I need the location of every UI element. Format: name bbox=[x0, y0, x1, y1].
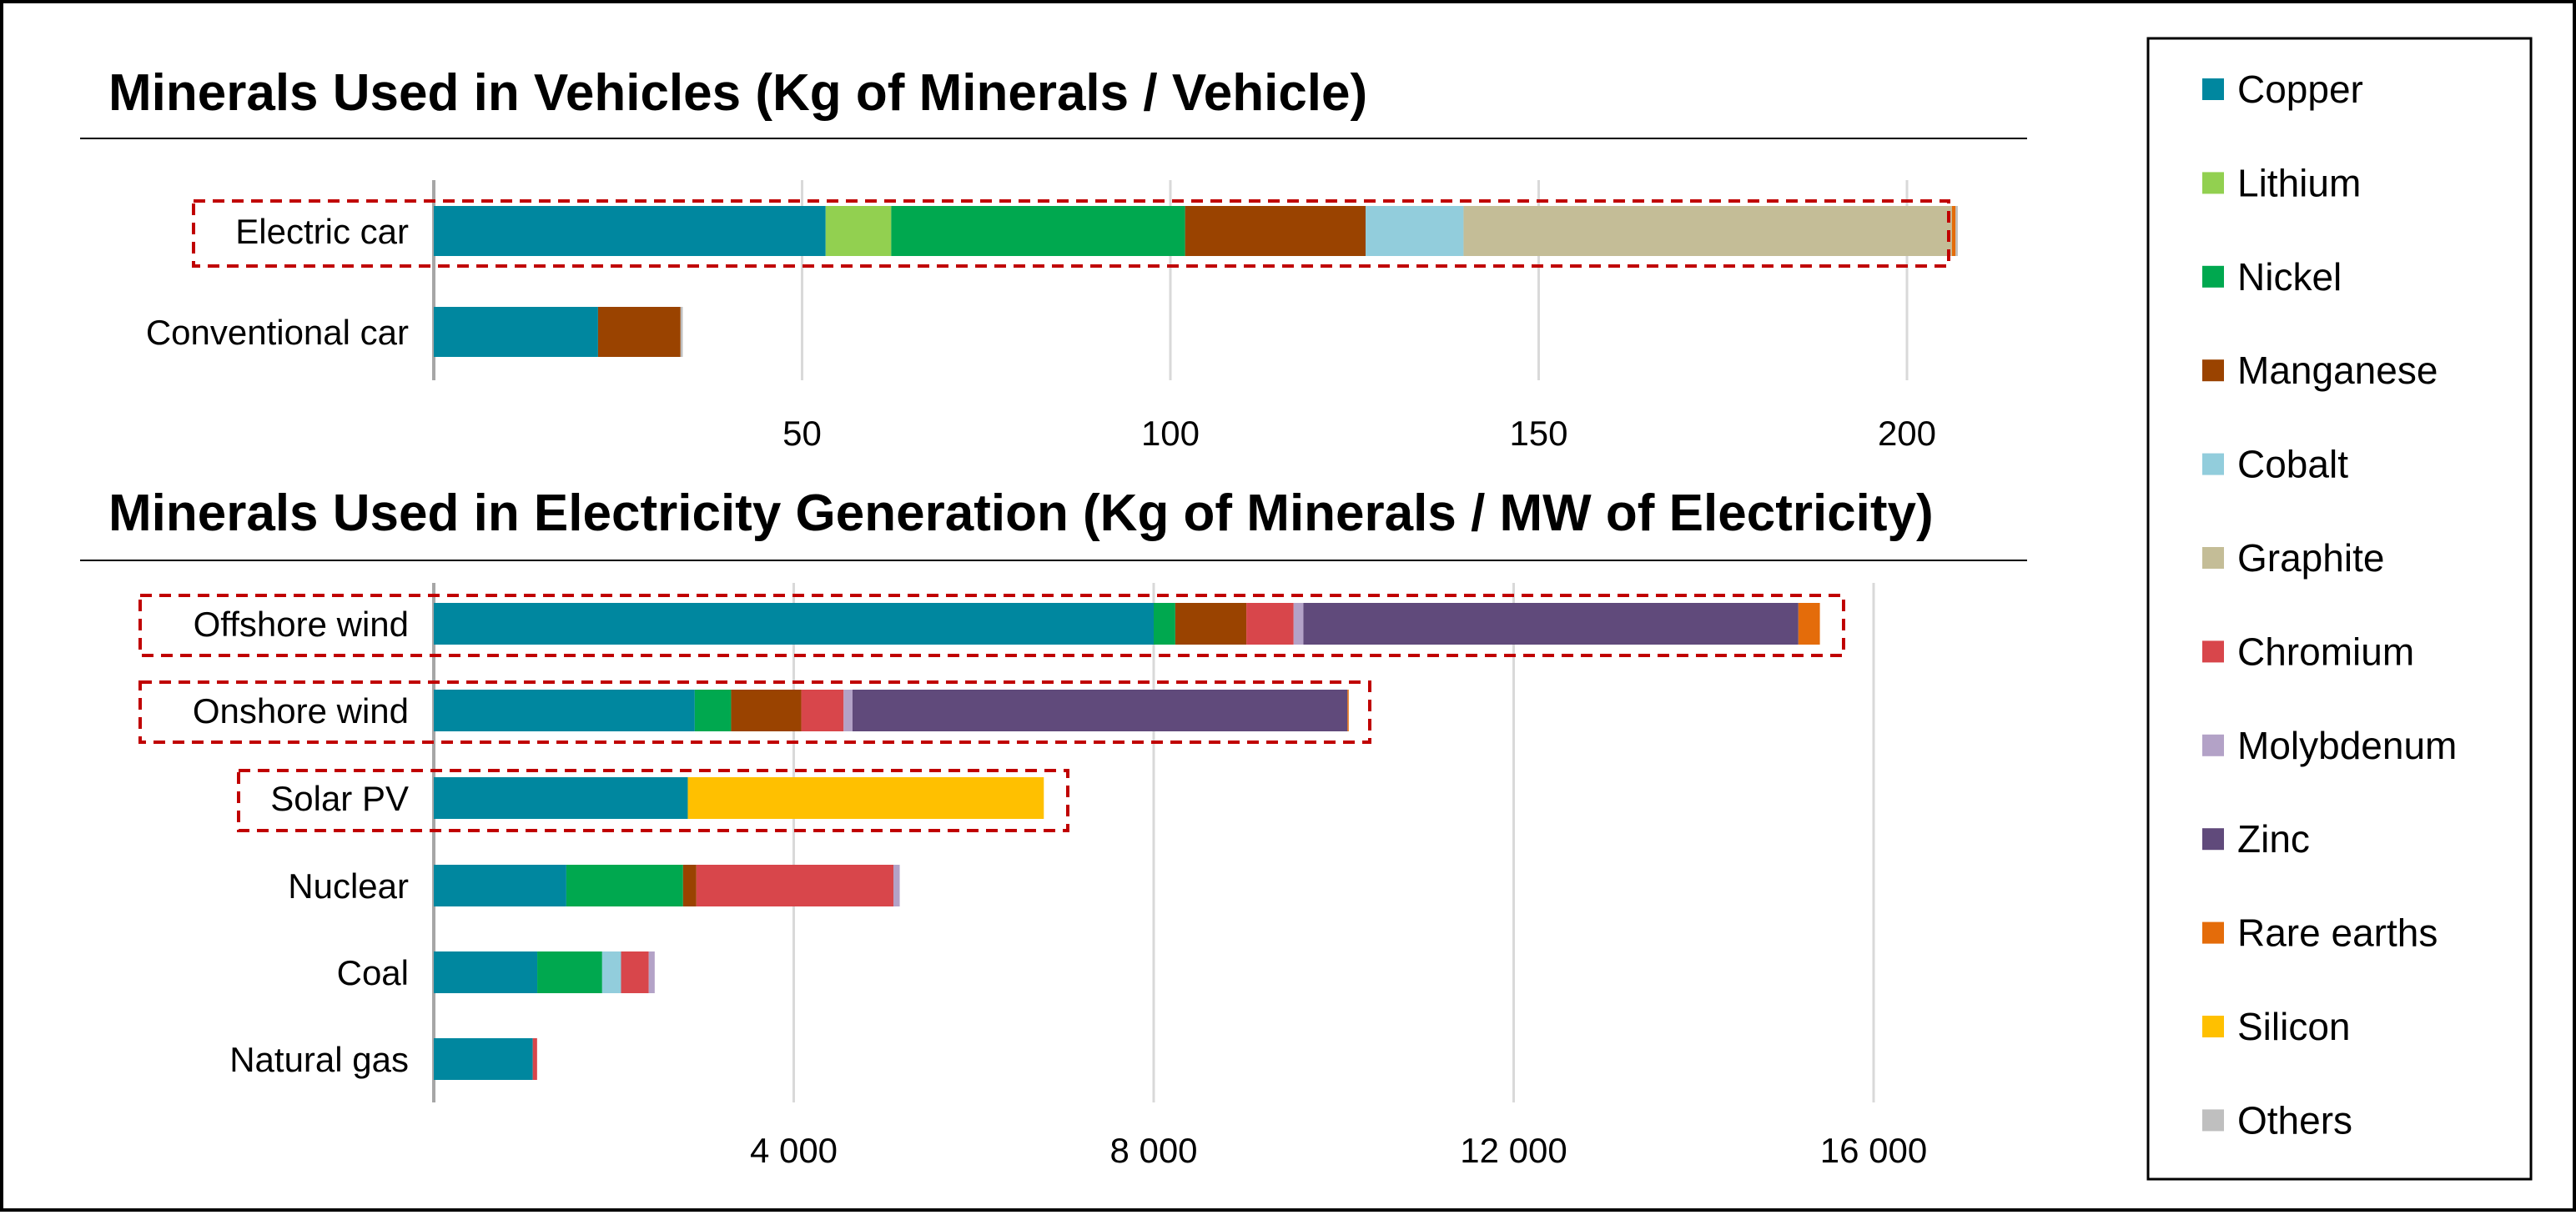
legend-swatch-zinc bbox=[2202, 828, 2224, 851]
legend-swatch-others bbox=[2202, 1109, 2224, 1132]
bar-segment-electric-car-graphite bbox=[1463, 206, 1952, 256]
bar-segment-nuclear-chromium bbox=[696, 865, 894, 906]
x-tick-label: 16 000 bbox=[1820, 1131, 1927, 1170]
category-label: Solar PV bbox=[270, 779, 409, 818]
bar-segment-onshore-wind-manganese bbox=[731, 690, 802, 731]
bar-segment-conventional-car-manganese bbox=[597, 307, 681, 357]
legend: Copper Lithium Nickel Manganese Cobalt Graphi… bbox=[2146, 37, 2533, 1181]
category-label: Onshore wind bbox=[193, 691, 409, 731]
legend-swatch-manganese bbox=[2202, 359, 2224, 382]
bar-segment-offshore-wind-zinc bbox=[1303, 603, 1799, 645]
bar-segment-conventional-car-others bbox=[680, 307, 683, 357]
bar-segment-coal-molybdenum bbox=[648, 951, 655, 993]
bar-segment-conventional-car-copper bbox=[434, 307, 598, 357]
legend-label-manganese: Manganese bbox=[2237, 349, 2438, 392]
bar-segment-offshore-wind-chromium bbox=[1246, 603, 1294, 645]
x-tick-label: 200 bbox=[1878, 414, 1936, 453]
bar-segment-electric-car-rare-earths bbox=[1951, 206, 1956, 256]
legend-swatch-nickel bbox=[2202, 265, 2224, 288]
x-tick-label: 12 000 bbox=[1460, 1131, 1567, 1170]
legend-box bbox=[2146, 37, 2533, 1181]
bar-segment-nuclear-copper bbox=[434, 865, 566, 906]
legend-label-silicon: Silicon bbox=[2237, 1005, 2351, 1048]
legend-swatch-rare-earths bbox=[2202, 921, 2224, 944]
category-label: Coal bbox=[337, 953, 409, 992]
bar-segment-electric-car-lithium bbox=[825, 206, 892, 256]
legend-swatch-molybdenum bbox=[2202, 734, 2224, 756]
bar-segment-onshore-wind-nickel bbox=[694, 690, 732, 731]
bar-segment-electric-car-nickel bbox=[891, 206, 1185, 256]
bar-segment-solar-pv-silicon bbox=[687, 777, 1044, 819]
category-label: Natural gas bbox=[229, 1040, 409, 1079]
highlight-box-offshore-wind bbox=[138, 594, 1845, 657]
bar-segment-onshore-wind-copper bbox=[434, 690, 695, 731]
x-tick-label: 50 bbox=[782, 414, 822, 453]
chart-canvas: Minerals Used in Vehicles (Kg of Mineral… bbox=[80, 37, 2533, 1181]
chart-2: Minerals Used in Electricity Generation … bbox=[80, 484, 2027, 1170]
legend-label-nickel: Nickel bbox=[2237, 255, 2342, 299]
highlight-box-electric-car bbox=[192, 199, 1950, 268]
legend-label-lithium: Lithium bbox=[2237, 161, 2361, 204]
legend-label-molybdenum: Molybdenum bbox=[2237, 724, 2457, 767]
bar-segment-electric-car-manganese bbox=[1185, 206, 1366, 256]
legend-swatch-chromium bbox=[2202, 640, 2224, 663]
legend-label-chromium: Chromium bbox=[2237, 630, 2414, 673]
bar-segment-natural-gas-copper bbox=[434, 1038, 533, 1080]
bar-segment-offshore-wind-rare-earths bbox=[1798, 603, 1820, 645]
legend-swatch-silicon bbox=[2202, 1016, 2224, 1037]
bar-segment-nuclear-manganese bbox=[682, 865, 697, 906]
chart-1: Minerals Used in Vehicles (Kg of Mineral… bbox=[80, 64, 2027, 453]
x-tick-label: 8 000 bbox=[1109, 1131, 1197, 1170]
bar-segment-offshore-wind-copper bbox=[434, 603, 1154, 645]
x-tick-label: 100 bbox=[1141, 414, 1200, 453]
bar-segment-onshore-wind-molybdenum bbox=[843, 690, 853, 731]
bar-segment-electric-car-copper bbox=[434, 206, 826, 256]
legend-label-graphite: Graphite bbox=[2237, 536, 2384, 580]
chart-title: Minerals Used in Vehicles (Kg of Mineral… bbox=[108, 64, 1367, 122]
bar-segment-natural-gas-chromium bbox=[532, 1038, 537, 1080]
highlight-box-solar-pv bbox=[237, 769, 1069, 832]
bar-segment-nuclear-molybdenum bbox=[893, 865, 900, 906]
category-label: Electric car bbox=[235, 212, 409, 251]
category-label: Conventional car bbox=[146, 313, 409, 352]
legend-swatch-copper bbox=[2202, 78, 2224, 100]
legend-label-others: Others bbox=[2237, 1098, 2352, 1142]
bar-segment-electric-car-cobalt bbox=[1365, 206, 1464, 256]
legend-label-rare-earths: Rare earths bbox=[2237, 911, 2438, 955]
legend-swatch-lithium bbox=[2202, 172, 2224, 194]
legend-swatch-graphite bbox=[2202, 547, 2224, 569]
bar-segment-onshore-wind-zinc bbox=[852, 690, 1348, 731]
legend-label-zinc: Zinc bbox=[2237, 817, 2310, 861]
bar-segment-coal-cobalt bbox=[601, 951, 621, 993]
x-tick-label: 150 bbox=[1509, 414, 1567, 453]
highlight-box-onshore-wind bbox=[138, 680, 1371, 744]
chart-title: Minerals Used in Electricity Generation … bbox=[108, 484, 1934, 542]
legend-label-copper: Copper bbox=[2237, 68, 2363, 111]
bar-segment-onshore-wind-chromium bbox=[801, 690, 844, 731]
bar-segment-offshore-wind-nickel bbox=[1154, 603, 1175, 645]
bar-segment-coal-copper bbox=[434, 951, 538, 993]
category-label: Offshore wind bbox=[194, 605, 409, 644]
legend-swatch-cobalt bbox=[2202, 453, 2224, 475]
legend-label-cobalt: Cobalt bbox=[2237, 443, 2348, 486]
bar-segment-electric-car-others bbox=[1955, 206, 1958, 256]
bar-segment-offshore-wind-molybdenum bbox=[1293, 603, 1304, 645]
bar-segment-nuclear-nickel bbox=[566, 865, 683, 906]
bar-segment-coal-nickel bbox=[537, 951, 602, 993]
bar-segment-solar-pv-copper bbox=[434, 777, 688, 819]
bar-segment-offshore-wind-manganese bbox=[1175, 603, 1247, 645]
bar-segment-onshore-wind-rare-earths bbox=[1347, 690, 1349, 731]
bar-segment-coal-chromium bbox=[621, 951, 649, 993]
category-label: Nuclear bbox=[288, 866, 409, 906]
x-tick-label: 4 000 bbox=[750, 1131, 838, 1170]
